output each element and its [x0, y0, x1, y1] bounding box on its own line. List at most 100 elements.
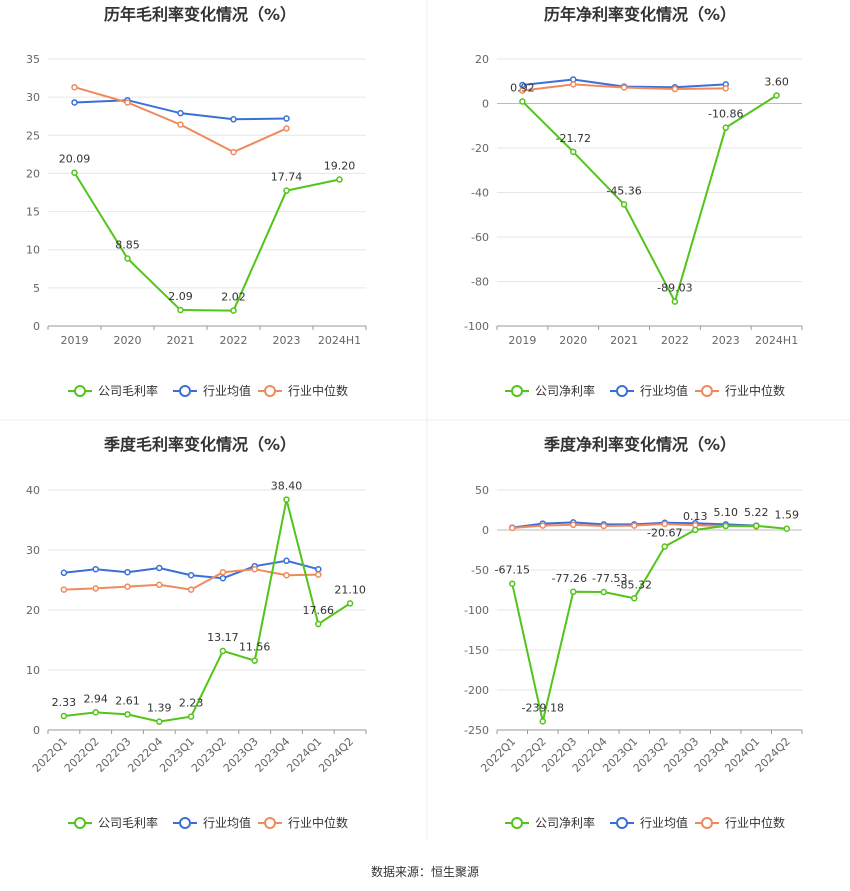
- legend-swatch-marker: [264, 385, 276, 397]
- x-tick-label: 2019: [508, 334, 536, 347]
- legend-item-company[interactable]: 公司净利率: [505, 383, 595, 398]
- y-tick-label: 0: [33, 320, 40, 333]
- y-tick-label: -60: [471, 231, 489, 244]
- data-point-company: [620, 201, 628, 208]
- y-tick-label: 15: [26, 206, 40, 219]
- legend-label: 公司毛利率: [98, 815, 158, 830]
- data-point-company: [692, 526, 699, 534]
- x-tick-label: 2019: [61, 334, 89, 347]
- chart-title: 季度净利率变化情况（%）: [543, 435, 736, 454]
- data-point-avg: [92, 565, 99, 573]
- legend-swatch-marker: [74, 817, 86, 829]
- legend-swatch-marker: [74, 385, 86, 397]
- legend-swatch-marker: [264, 817, 276, 829]
- data-label: -77.53: [592, 572, 627, 585]
- data-point-median: [71, 83, 78, 91]
- data-point-median: [671, 85, 679, 93]
- data-point-avg: [230, 116, 237, 123]
- data-label: 2.33: [52, 696, 77, 709]
- x-tick-label: 2020: [559, 334, 587, 347]
- y-tick-label: 0: [33, 724, 40, 737]
- data-label: 11.56: [239, 641, 271, 654]
- data-label: 1.59: [775, 509, 800, 522]
- data-point-company: [519, 98, 526, 105]
- legend-item-avg[interactable]: 行业均值: [173, 383, 251, 398]
- x-tick-label: 2024H1: [755, 334, 798, 347]
- data-point-company: [631, 595, 638, 602]
- data-point-avg: [71, 99, 78, 106]
- data-point-company: [92, 709, 99, 716]
- data-point-median: [187, 586, 195, 593]
- legend-item-avg[interactable]: 行业均值: [610, 815, 688, 830]
- y-tick-label: 0: [482, 98, 489, 111]
- series-line-company: [521, 94, 778, 305]
- legend-label: 行业均值: [640, 815, 688, 830]
- legend-label: 公司毛利率: [98, 383, 158, 398]
- data-label: 17.74: [271, 171, 303, 184]
- chart-title: 历年毛利率变化情况（%）: [104, 5, 296, 24]
- data-point-median: [124, 99, 131, 106]
- data-label: 2.61: [115, 694, 140, 707]
- legend-swatch-marker: [511, 385, 523, 397]
- y-tick-label: -250: [464, 724, 489, 737]
- series-line-company: [511, 524, 787, 722]
- legend-item-median[interactable]: 行业中位数: [258, 383, 348, 398]
- data-point-median: [92, 585, 99, 592]
- data-point-company: [346, 600, 354, 607]
- data-point-median: [620, 84, 628, 91]
- data-point-median: [219, 568, 227, 576]
- data-point-avg: [219, 574, 227, 582]
- y-tick-label: -100: [464, 604, 489, 617]
- legend-swatch-marker: [616, 385, 628, 397]
- legend-item-avg[interactable]: 行业均值: [610, 383, 688, 398]
- legend-item-median[interactable]: 行业中位数: [695, 383, 785, 398]
- legend-label: 行业均值: [203, 815, 251, 830]
- data-point-company: [283, 496, 290, 503]
- y-tick-label: 5: [33, 282, 40, 295]
- y-tick-label: 20: [26, 604, 40, 617]
- data-label: -89.03: [657, 282, 692, 295]
- data-label: 0.13: [683, 510, 708, 523]
- data-point-median: [251, 565, 258, 573]
- data-point-median: [509, 524, 516, 532]
- annual-net-margin-chart: 历年净利率变化情况（%） -100 -80 -60 -40 -20 0 20 2019 2020 2…: [464, 5, 803, 398]
- y-tick-label: 35: [26, 53, 40, 66]
- legend-label: 公司净利率: [535, 383, 595, 398]
- data-point-avg: [156, 564, 163, 572]
- data-point-company: [600, 588, 607, 596]
- data-point-median: [283, 571, 290, 579]
- x-tick-label: 2020: [114, 334, 142, 347]
- data-point-company: [283, 187, 290, 194]
- y-tick-label: 0: [482, 524, 489, 537]
- legend-item-company[interactable]: 公司净利率: [505, 815, 595, 830]
- data-source-note: 数据来源：恒生聚源: [371, 864, 479, 879]
- legend-item-company[interactable]: 公司毛利率: [68, 383, 158, 398]
- data-point-median: [124, 583, 131, 590]
- legend-label: 行业均值: [640, 383, 688, 398]
- data-label: 5.22: [744, 506, 769, 519]
- legend-label: 行业均值: [203, 383, 251, 398]
- data-point-company: [539, 718, 546, 725]
- data-point-avg: [315, 565, 322, 573]
- data-point-company: [570, 148, 577, 156]
- legend-item-avg[interactable]: 行业均值: [173, 815, 251, 830]
- quarterly-gross-margin-chart: 季度毛利率变化情况（%）0102030402022Q12022Q22022Q32…: [26, 435, 367, 830]
- y-tick-label: -100: [464, 320, 489, 333]
- data-point-avg: [177, 109, 184, 117]
- legend-item-median[interactable]: 行业中位数: [258, 815, 348, 830]
- y-tick-label: 30: [26, 544, 40, 557]
- data-point-median: [519, 87, 526, 94]
- data-point-median: [230, 148, 237, 156]
- data-label: -77.26: [552, 572, 587, 585]
- legend-label: 公司净利率: [535, 815, 595, 830]
- x-tick-label: 2022: [661, 334, 689, 347]
- data-point-company: [722, 522, 729, 530]
- data-label: 20.09: [59, 153, 91, 166]
- x-tick-label: 2021: [167, 334, 195, 347]
- data-point-company: [187, 713, 195, 720]
- legend-item-company[interactable]: 公司毛利率: [68, 815, 158, 830]
- legend-item-median[interactable]: 行业中位数: [695, 815, 785, 830]
- data-point-company: [124, 255, 131, 262]
- series-line-company: [73, 172, 340, 312]
